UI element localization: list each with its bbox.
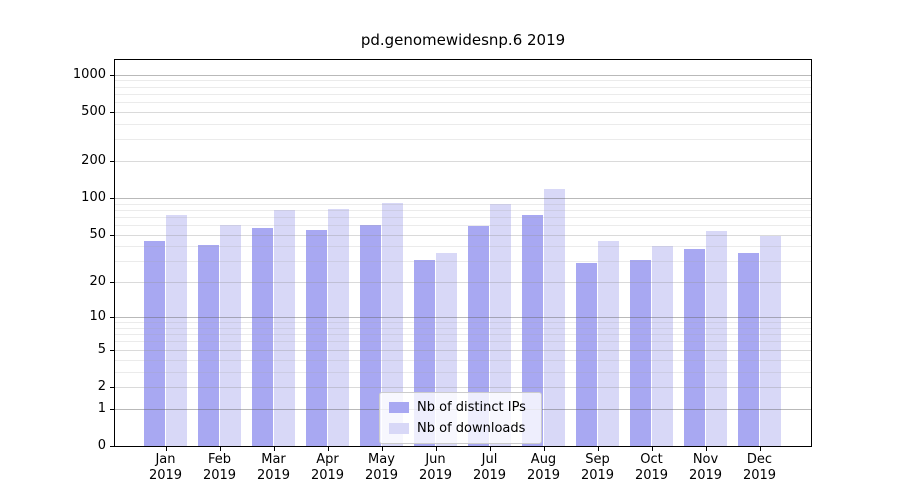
x-tick-mark <box>435 447 437 451</box>
bar-distinct-ips-may <box>359 225 382 446</box>
bar-downloads-aug <box>543 188 566 446</box>
legend-item: Nb of distinct IPs <box>389 399 532 416</box>
y-tick-label: 50 <box>89 226 106 242</box>
bar-downloads-jul <box>489 204 512 446</box>
bar-downloads-jan <box>165 214 188 446</box>
y-tick-mark <box>110 234 114 236</box>
legend-item: Nb of downloads <box>389 420 532 437</box>
x-tick-mark <box>273 447 275 451</box>
x-tick-mark <box>489 447 491 451</box>
bar-downloads-sep <box>597 241 620 446</box>
bar-distinct-ips-oct <box>629 259 652 446</box>
x-tick-label: Mar 2019 <box>256 452 291 483</box>
bar-downloads-dec <box>759 235 782 446</box>
bar-distinct-ips-jul <box>467 226 490 446</box>
y-tick-label: 1 <box>97 400 106 416</box>
x-tick-label: Apr 2019 <box>310 452 345 483</box>
y-tick-label: 500 <box>81 103 106 119</box>
plot-content: Nb of distinct IPs Nb of downloads <box>115 60 811 446</box>
y-tick-label: 100 <box>81 189 106 205</box>
x-tick-mark <box>543 447 545 451</box>
bar-distinct-ips-jan <box>143 241 166 446</box>
bar-distinct-ips-mar <box>251 227 274 446</box>
y-tick-label: 200 <box>81 152 106 168</box>
x-tick-mark <box>597 447 599 451</box>
x-tick-mark <box>705 447 707 451</box>
chart-title: pd.genomewidesnp.6 2019 <box>360 31 566 49</box>
x-tick-label: Jan 2019 <box>148 452 183 483</box>
bar-distinct-ips-aug <box>521 215 544 446</box>
y-tick-mark <box>110 161 114 162</box>
bar-downloads-oct <box>651 246 674 446</box>
bar-downloads-feb <box>219 225 242 446</box>
x-tick-label: Jul 2019 <box>472 452 507 483</box>
x-tick-label: Oct 2019 <box>634 452 669 483</box>
y-tick-label: 10 <box>89 309 106 325</box>
y-tick-mark <box>110 408 114 410</box>
x-tick-mark <box>651 447 653 451</box>
y-tick-label: 5 <box>97 341 106 357</box>
y-tick-mark <box>110 387 114 388</box>
y-tick-label: 20 <box>89 274 106 290</box>
x-tick-label: May 2019 <box>364 452 399 483</box>
y-tick-label: 1000 <box>72 66 106 82</box>
bar-distinct-ips-dec <box>737 253 760 446</box>
bars-layer <box>115 60 811 446</box>
plot-area: Nb of distinct IPs Nb of downloads <box>114 59 812 447</box>
legend-swatch <box>389 423 409 434</box>
y-tick-mark <box>110 317 114 319</box>
bar-distinct-ips-apr <box>305 229 328 446</box>
bar-distinct-ips-sep <box>575 263 598 446</box>
legend-swatch <box>389 402 409 413</box>
x-tick-mark <box>219 447 221 451</box>
bar-downloads-apr <box>327 209 350 446</box>
bar-downloads-may <box>381 203 404 446</box>
y-tick-mark <box>110 446 114 447</box>
x-tick-label: Aug 2019 <box>526 452 561 483</box>
y-tick-label: 0 <box>97 438 106 453</box>
bar-downloads-mar <box>273 209 296 446</box>
y-tick-mark <box>110 198 114 199</box>
y-tick-mark <box>110 74 114 76</box>
bar-distinct-ips-feb <box>197 245 220 446</box>
legend-label: Nb of downloads <box>417 421 526 436</box>
y-tick-mark <box>110 111 114 113</box>
y-tick-label: 2 <box>97 378 106 394</box>
x-tick-mark <box>165 447 167 451</box>
y-tick-mark <box>110 282 114 284</box>
legend-label: Nb of distinct IPs <box>417 400 526 415</box>
bar-distinct-ips-nov <box>683 249 706 446</box>
x-tick-mark <box>381 447 383 451</box>
legend: Nb of distinct IPs Nb of downloads <box>379 392 542 444</box>
x-tick-label: Feb 2019 <box>202 452 237 483</box>
x-tick-label: Jun 2019 <box>418 452 453 483</box>
y-tick-mark <box>110 349 114 351</box>
x-tick-label: Dec 2019 <box>742 452 777 483</box>
x-tick-label: Sep 2019 <box>580 452 615 483</box>
bar-downloads-nov <box>705 230 728 446</box>
x-tick-label: Nov 2019 <box>688 452 723 483</box>
x-tick-mark <box>327 447 329 451</box>
x-tick-mark <box>759 447 761 451</box>
